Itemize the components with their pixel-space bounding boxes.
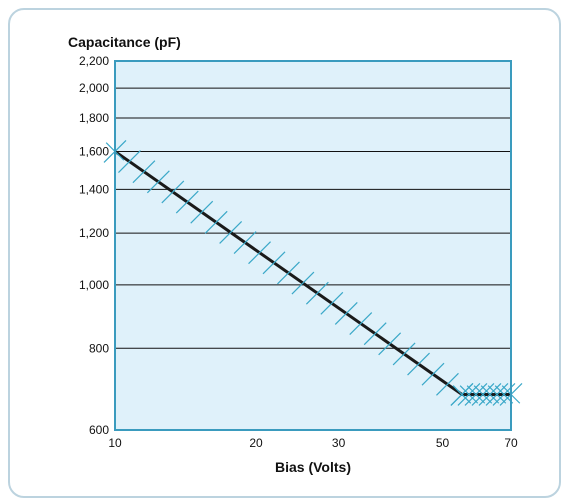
x-tick-label: 10 <box>108 436 122 450</box>
data-marker <box>291 271 315 295</box>
data-marker <box>161 180 185 204</box>
chart-title: Capacitance (pF) <box>68 34 181 50</box>
data-marker <box>466 385 486 404</box>
data-marker <box>487 385 507 404</box>
data-marker <box>349 312 373 335</box>
data-marker <box>219 221 243 244</box>
data-marker <box>305 281 329 305</box>
y-tick-label: 2,000 <box>79 81 109 95</box>
data-marker <box>378 332 402 356</box>
data-marker <box>421 362 445 386</box>
data-marker <box>118 150 141 173</box>
data-marker <box>233 231 257 254</box>
x-tick-label: 30 <box>332 436 346 450</box>
y-tick-label: 2,200 <box>79 54 109 68</box>
plot-area <box>115 61 511 430</box>
data-marker <box>392 342 416 366</box>
y-tick-label: 1,400 <box>79 182 109 196</box>
data-marker <box>494 385 514 404</box>
data-marker <box>320 291 344 315</box>
data-marker <box>363 322 387 346</box>
data-marker <box>146 170 170 194</box>
data-marker <box>459 385 479 404</box>
capacitance-chart: Capacitance (pF) 600 800 1,000 1,200 1,400 1,… <box>68 34 523 475</box>
data-marker <box>248 241 271 265</box>
data-marker <box>277 261 300 285</box>
y-tick-label: 1,800 <box>79 111 109 125</box>
data-marker <box>262 251 286 275</box>
data-marker <box>473 385 493 404</box>
data-marker <box>452 385 472 404</box>
y-tick-label: 600 <box>89 423 109 437</box>
y-tick-label: 1,600 <box>79 144 109 158</box>
data-marker <box>204 210 228 234</box>
x-tick-label: 20 <box>249 436 263 450</box>
data-marker <box>407 352 430 376</box>
data-marker <box>132 160 156 184</box>
data-marker <box>334 302 358 325</box>
x-axis-label: Bias (Volts) <box>275 459 351 475</box>
data-marker <box>480 385 500 404</box>
data-marker <box>190 200 214 224</box>
plot-border <box>114 60 512 431</box>
data-marker <box>175 190 199 214</box>
y-tick-label: 800 <box>89 341 109 355</box>
x-tick-label: 70 <box>504 436 518 450</box>
y-tick-label: 1,000 <box>79 278 109 292</box>
data-marker <box>436 372 459 396</box>
x-tick-label: 50 <box>436 436 450 450</box>
y-tick-label: 1,200 <box>79 226 109 240</box>
